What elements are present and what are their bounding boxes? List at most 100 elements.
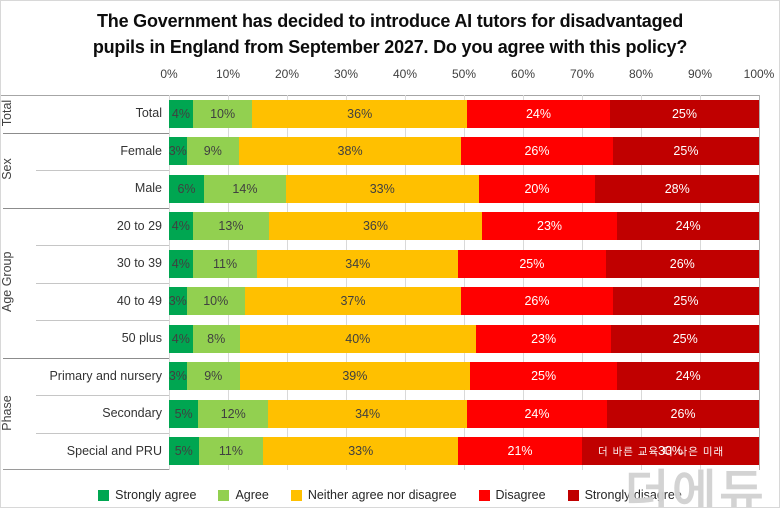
label-column-bottom-border	[3, 469, 169, 470]
bar-segment: 9%	[186, 137, 240, 166]
bar-segment: 25%	[612, 287, 759, 316]
bar-segment: 3%	[169, 362, 187, 391]
legend-swatch	[478, 489, 490, 501]
row-label-40-to-49: 40 to 49	[116, 293, 162, 308]
row-label-male: Male	[134, 181, 162, 195]
bar-segment: 13%	[192, 212, 270, 241]
gridline	[405, 95, 406, 470]
gridline	[641, 95, 642, 470]
bar-segment: 26%	[461, 287, 613, 316]
bar-segment: 3%	[169, 287, 187, 316]
x-axis-tick: 90%	[687, 67, 713, 81]
bar-segment: 4%	[169, 212, 193, 241]
bar-segment: 37%	[244, 287, 462, 316]
bar-segment: 23%	[475, 324, 612, 353]
bar-segment: 10%	[186, 287, 245, 316]
bar-segment: 12%	[198, 399, 269, 428]
bar-segment: 4%	[169, 324, 193, 353]
bar-segment: 25%	[612, 137, 759, 166]
group-label-phase: Phase	[0, 395, 14, 431]
row-label-total: Total	[135, 106, 162, 120]
legend-swatch	[218, 489, 230, 501]
chart-title-line2: pupils in England from September 2027. D…	[92, 37, 688, 57]
bar-segment: 34%	[268, 399, 467, 428]
gridline	[346, 95, 347, 470]
bar-segment: 33%	[263, 437, 459, 466]
stacked-bar: 6% 14% 33% 20% 28%	[169, 174, 759, 203]
bar-segment: 25%	[458, 249, 606, 278]
stacked-bar: 5% 11% 33% 21% 30%	[169, 437, 759, 466]
bar-segment: 26%	[461, 137, 613, 166]
x-axis-tick: 20%	[274, 67, 300, 81]
bar-segment: 34%	[257, 249, 459, 278]
group-label-total: Total	[0, 99, 14, 126]
bar-segment: 5%	[169, 437, 199, 466]
gridline	[523, 95, 524, 470]
legend-item-agree: Agree	[218, 488, 269, 502]
bar-segment: 36%	[252, 99, 467, 128]
stacked-bar: 5% 12% 34% 24% 26%	[169, 399, 759, 428]
x-axis-tick: 30%	[333, 67, 359, 81]
row-label-female: Female	[120, 143, 162, 158]
chart-title: The Government has decided to introduce …	[11, 8, 769, 60]
legend-item-disagree: Disagree	[478, 488, 546, 502]
bar-segment: 8%	[192, 324, 240, 353]
stacked-bar: 4% 10% 36% 24% 25%	[169, 99, 759, 128]
row-separator	[36, 170, 169, 171]
bar-segment: 24%	[617, 212, 759, 241]
row-separator	[36, 282, 169, 284]
bar-segment: 25%	[609, 99, 759, 128]
group-separator	[3, 207, 169, 209]
legend-label: Neither agree nor disagree	[307, 488, 457, 502]
x-axis-tick: 40%	[392, 67, 418, 81]
bar-segment: 39%	[239, 362, 470, 391]
group-label-age-group: Age Group	[0, 251, 14, 312]
bar-segment: 6%	[169, 174, 205, 203]
row-label-30-to-39: 30 to 39	[116, 256, 162, 270]
x-axis-tick: 70%	[569, 67, 595, 81]
legend-label: Strongly agree	[115, 488, 197, 502]
stacked-bar: 3% 9% 38% 26% 25%	[169, 137, 759, 166]
bar-segment: 28%	[595, 174, 759, 203]
gridline	[228, 95, 229, 470]
group-label-sex: Sex	[0, 158, 14, 180]
x-axis-tick: 100%	[743, 67, 775, 81]
bar-segment: 10%	[192, 99, 253, 128]
x-axis-tick: 10%	[215, 67, 241, 81]
legend-item-strongly-agree: Strongly agree	[98, 488, 196, 502]
bar-segment: 33%	[285, 174, 479, 203]
bar-segment: 4%	[169, 249, 193, 278]
bar-segment: 14%	[204, 174, 286, 203]
gridline	[700, 95, 701, 470]
bar-segment: 21%	[458, 437, 582, 466]
gridline	[169, 95, 170, 470]
bar-segment: 24%	[466, 99, 610, 128]
x-axis-tick: 60%	[510, 67, 536, 81]
stacked-bar: 3% 10% 37% 26% 25%	[169, 287, 759, 316]
legend-label: Strongly disagree	[584, 488, 682, 502]
stacked-bar: 4% 11% 34% 25% 26%	[169, 249, 759, 278]
row-separator	[36, 245, 169, 246]
legend: Strongly agree Agree Neither agree nor dis…	[1, 486, 779, 504]
row-label-primary-and-nursery: Primary and nursery	[49, 368, 162, 383]
bar-segment: 25%	[469, 362, 618, 391]
bar-segment: 4%	[169, 99, 193, 128]
chart-title-line1: The Government has decided to introduce …	[96, 11, 683, 31]
stacked-bar: 4% 13% 36% 23% 24%	[169, 212, 759, 241]
row-separator	[36, 395, 169, 396]
x-axis-tick: 80%	[628, 67, 654, 81]
bar-segment: 3%	[169, 137, 187, 166]
bar-segment: 11%	[192, 249, 258, 278]
legend-label: Agree	[235, 488, 269, 502]
legend-swatch	[98, 489, 110, 501]
bar-segment: 26%	[605, 249, 759, 278]
bar-segment: 26%	[607, 399, 759, 428]
watermark-slogan: 더 바른 교육 더 나은 미래	[598, 446, 725, 458]
bar-segment: 25%	[611, 324, 759, 353]
bar-segment: 40%	[239, 324, 476, 353]
legend-swatch	[567, 489, 579, 501]
legend-item-strongly-disagree: Strongly disagree	[567, 488, 682, 502]
x-axis-tick: 0%	[160, 67, 178, 81]
stacked-bar: 4% 8% 40% 23% 25%	[169, 324, 759, 353]
